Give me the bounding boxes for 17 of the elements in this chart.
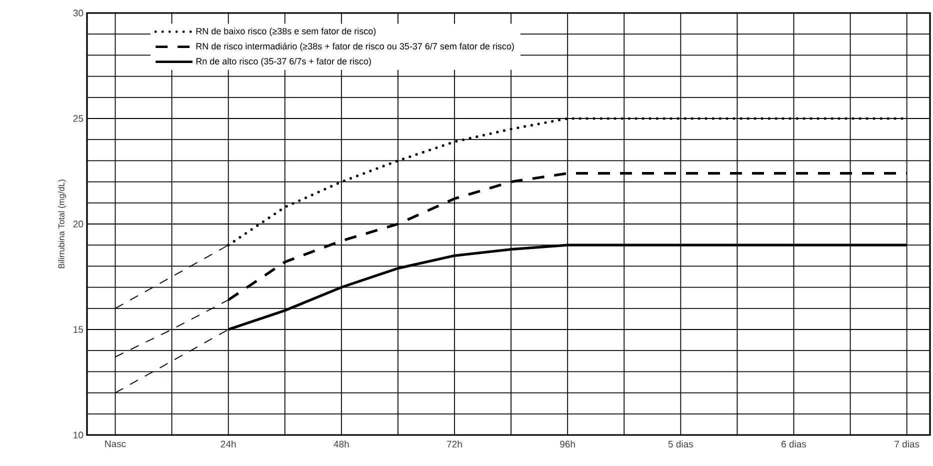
x-tick-label: 24h xyxy=(220,440,236,448)
x-tick-label: 5 dias xyxy=(668,440,693,448)
legend-label: RN de risco intermadiário (≥38s + fator de risco ou 35-37 6/7 sem fator de risco) xyxy=(196,42,514,52)
legend-label: Rn de alto risco (35-37 6/7s + fator de risco) xyxy=(196,58,371,66)
y-tick-label: 20 xyxy=(73,220,84,228)
x-tick-label: 6 dias xyxy=(782,440,806,448)
x-tick-label: 7 dias xyxy=(894,440,920,448)
y-tick-label: 15 xyxy=(74,326,84,333)
y-tick-label: 30 xyxy=(73,10,84,16)
x-tick-label: 96h xyxy=(560,440,575,448)
y-tick-label: 10 xyxy=(74,432,84,438)
x-tick-label: Nasc xyxy=(105,440,126,448)
legend-label: RN de baixo risco (≥38s e sem fator de risco) xyxy=(196,28,376,36)
y-axis-title: Bilirrubina Total (mg/dL) xyxy=(58,180,66,268)
x-tick-label: 72h xyxy=(447,440,462,448)
y-tick-label: 25 xyxy=(73,115,84,122)
x-tick-label: 48h xyxy=(334,440,349,448)
